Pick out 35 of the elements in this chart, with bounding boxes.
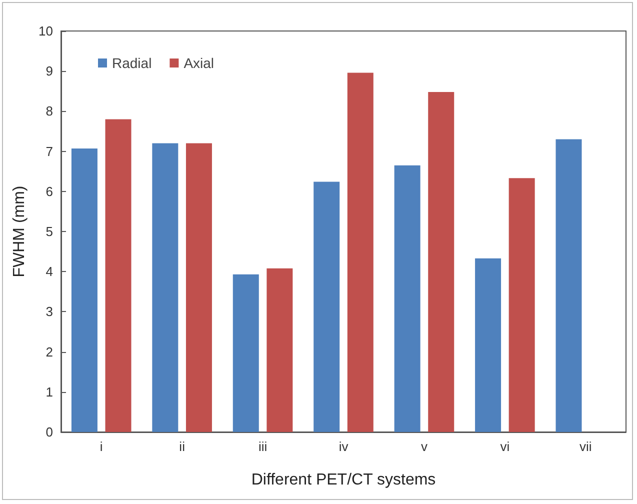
x-tick-label: vi [500,439,510,454]
y-tick-label: 0 [46,424,53,440]
y-tick-label: 6 [46,184,53,199]
y-tick-label: 8 [46,104,53,119]
bar [394,165,420,432]
x-tick-label: iv [338,439,349,454]
bar [475,258,502,432]
bar [347,72,374,432]
y-tick-label: 5 [46,224,53,239]
y-tick-label: 7 [46,144,53,159]
x-tick-label: v [420,439,428,454]
x-tick-label: i [100,439,103,454]
bar [508,178,535,432]
bar [266,268,293,432]
bar [71,148,98,432]
bar [105,119,132,432]
y-tick-label: 1 [46,384,53,400]
y-tick-label: 9 [46,64,53,79]
bar [556,139,582,432]
bar [186,143,212,432]
y-tick-label: 2 [46,344,53,360]
y-tick-label: 10 [38,24,53,38]
legend-label: Axial [184,55,214,71]
bar [232,274,259,432]
legend-label: Radial [112,55,152,71]
x-tick-label: ii [179,439,186,454]
bar [152,143,178,432]
x-axis-title: Different PET/CT systems [251,472,436,488]
y-tick-label: 4 [46,264,53,280]
y-axis-title: FWHM (mm) [11,186,28,278]
y-tick-label: 3 [46,304,53,320]
x-tick-label: vii [580,439,592,454]
bar [314,182,340,432]
bar [428,92,454,432]
x-tick-label: iii [258,439,268,454]
